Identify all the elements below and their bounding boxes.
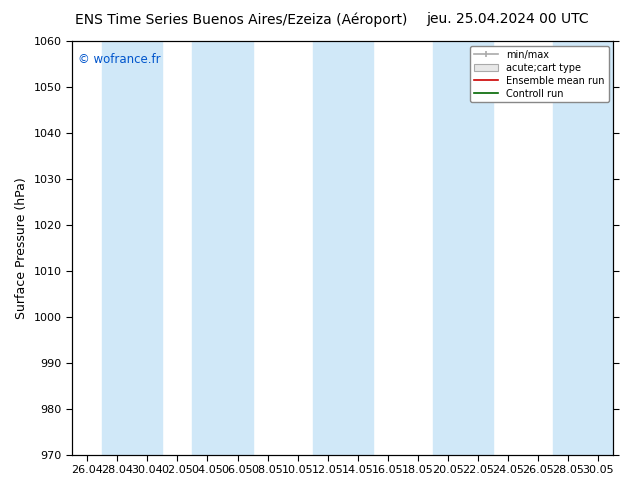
Text: jeu. 25.04.2024 00 UTC: jeu. 25.04.2024 00 UTC — [426, 12, 588, 26]
Bar — [553, 41, 614, 455]
Text: © wofrance.fr: © wofrance.fr — [77, 53, 160, 67]
Legend: min/max, acute;cart type, Ensemble mean run, Controll run: min/max, acute;cart type, Ensemble mean … — [470, 46, 609, 102]
Y-axis label: Surface Pressure (hPa): Surface Pressure (hPa) — [15, 177, 28, 318]
Bar — [433, 41, 493, 455]
Bar — [102, 41, 162, 455]
Bar — [192, 41, 252, 455]
Bar — [313, 41, 373, 455]
Text: ENS Time Series Buenos Aires/Ezeiza (Aéroport): ENS Time Series Buenos Aires/Ezeiza (Aér… — [75, 12, 407, 27]
